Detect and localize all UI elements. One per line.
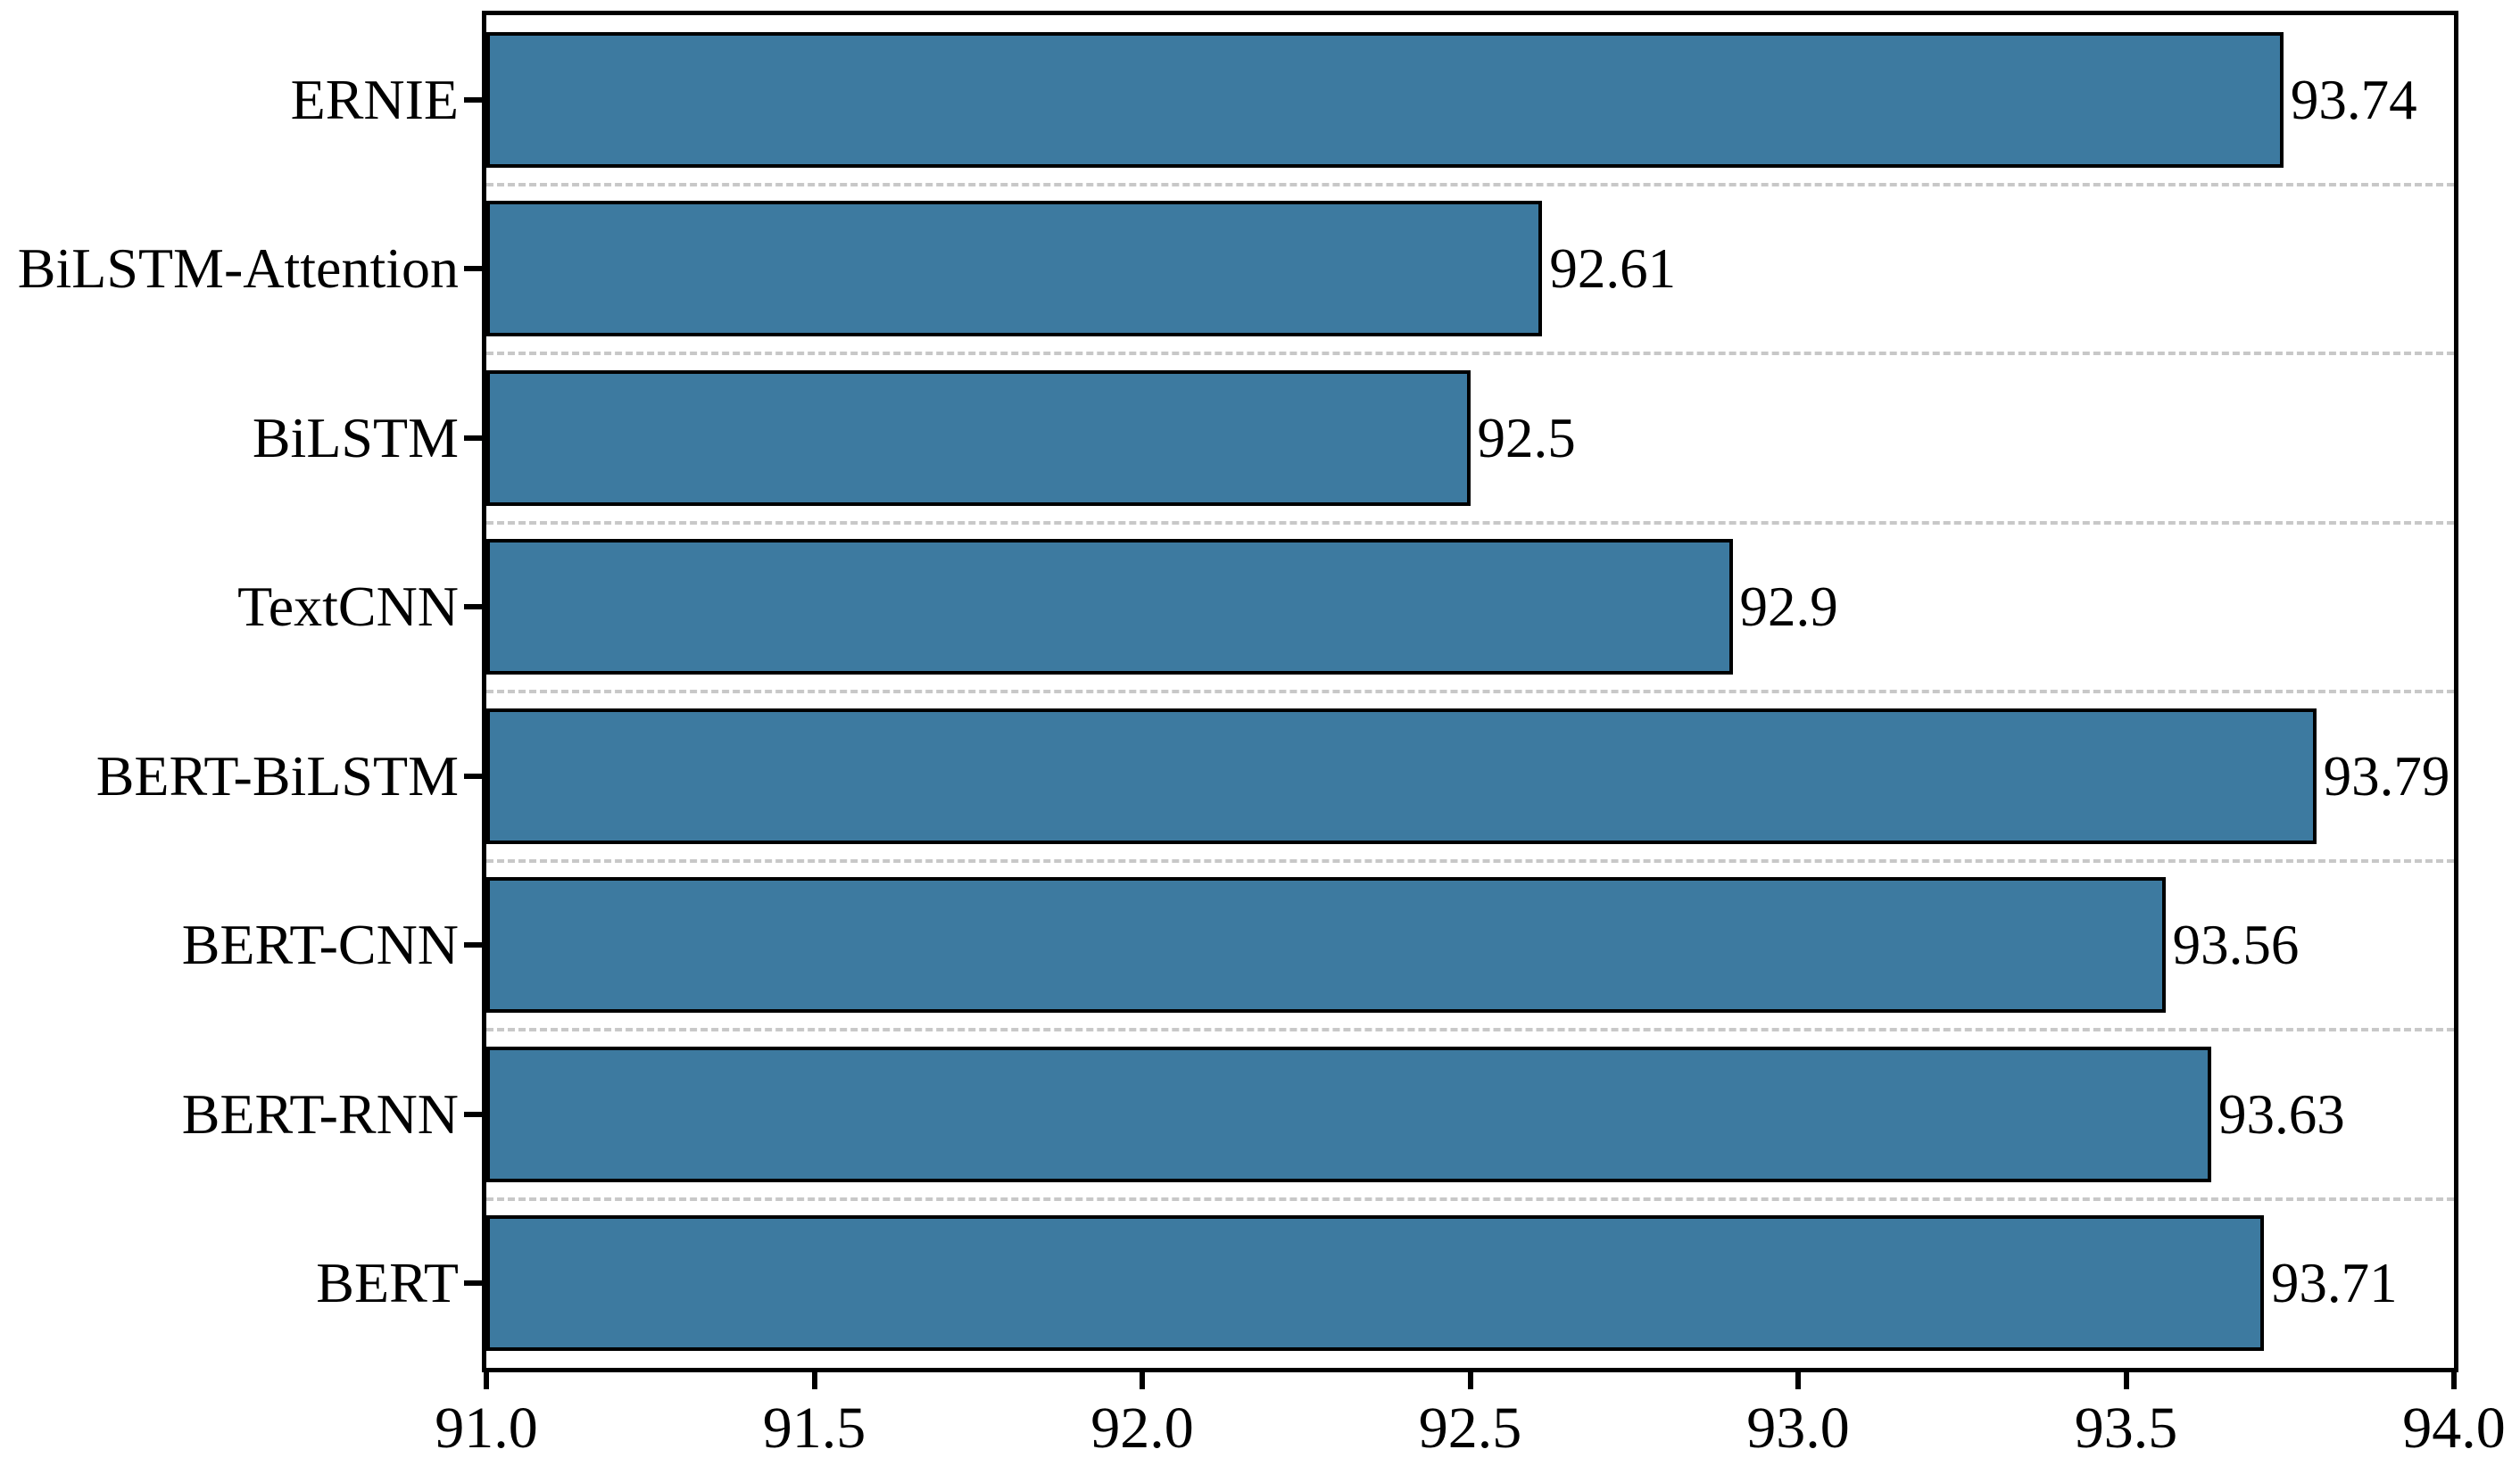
- x-axis-tick: [2451, 1371, 2457, 1389]
- y-axis-label-BERT: BERT: [316, 1251, 459, 1315]
- bar-value-label: 93.74: [2290, 68, 2417, 131]
- x-axis-tick: [1795, 1371, 1801, 1389]
- y-axis-label-BERT-CNN: BERT-CNN: [181, 913, 459, 977]
- bar-value-label: 92.5: [1477, 406, 1576, 469]
- y-axis-label-TextCNN: TextCNN: [237, 575, 459, 639]
- x-axis-tick-label: 91.5: [762, 1396, 866, 1461]
- bar-value-label: 93.71: [2270, 1252, 2398, 1315]
- bar-value-label: 93.79: [2323, 744, 2450, 808]
- x-axis-tick: [2123, 1371, 2129, 1389]
- bar-TextCNN: [486, 539, 1733, 675]
- y-axis-tick: [464, 1111, 484, 1117]
- category-separator-gridline: [486, 690, 2454, 693]
- y-axis-label-BiLSTM-Attention: BiLSTM-Attention: [17, 236, 459, 301]
- bar-BERT: [486, 1215, 2264, 1352]
- category-separator-gridline: [486, 352, 2454, 355]
- y-axis-tick: [464, 1280, 484, 1287]
- x-axis-tick: [811, 1371, 817, 1389]
- bar-BERT-BiLSTM: [486, 708, 2317, 844]
- x-axis-tick-label: 91.0: [435, 1396, 538, 1461]
- y-axis-tick: [464, 942, 484, 948]
- bar-BERT-CNN: [486, 877, 2166, 1014]
- x-axis-tick: [1140, 1371, 1145, 1389]
- x-axis-tick-label: 94.0: [2402, 1396, 2506, 1461]
- x-axis-tick: [484, 1371, 489, 1389]
- x-axis-tick-label: 93.5: [2074, 1396, 2178, 1461]
- x-axis-tick-label: 92.5: [1418, 1396, 1522, 1461]
- x-axis-tick-label: 92.0: [1090, 1396, 1194, 1461]
- y-axis-label-BiLSTM: BiLSTM: [252, 405, 459, 469]
- bar-BiLSTM: [486, 369, 1471, 506]
- y-axis-label-BERT-BiLSTM: BERT-BiLSTM: [95, 743, 459, 808]
- category-separator-gridline: [486, 520, 2454, 525]
- bar-value-label: 93.63: [2218, 1082, 2345, 1146]
- y-axis-label-ERNIE: ERNIE: [290, 67, 459, 131]
- bar-value-label: 93.56: [2172, 914, 2300, 977]
- y-axis-tick: [464, 96, 484, 103]
- x-axis-tick: [1467, 1371, 1473, 1389]
- y-axis-tick: [464, 435, 484, 441]
- bar-BiLSTM-Attention: [486, 201, 1543, 337]
- y-axis-tick: [464, 773, 484, 779]
- x-axis-tick-label: 93.0: [1746, 1396, 1850, 1461]
- category-separator-gridline: [486, 858, 2454, 863]
- bar-value-label: 92.9: [1739, 576, 1838, 639]
- y-axis-tick: [464, 266, 484, 272]
- y-axis-label-BERT-RNN: BERT-RNN: [181, 1081, 459, 1146]
- bar-value-label: 92.61: [1549, 237, 1677, 301]
- y-axis-tick: [464, 604, 484, 610]
- bar-BERT-RNN: [486, 1046, 2212, 1182]
- category-separator-gridline: [486, 182, 2454, 186]
- category-separator-gridline: [486, 1028, 2454, 1031]
- bar-ERNIE: [486, 31, 2284, 168]
- category-separator-gridline: [486, 1197, 2454, 1201]
